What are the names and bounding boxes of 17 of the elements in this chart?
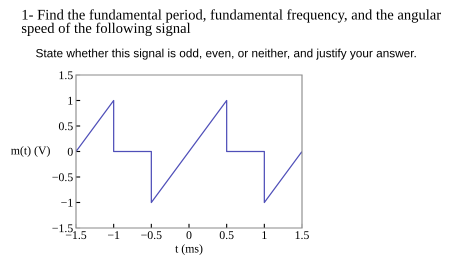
y-tick-label: −1 [61, 198, 73, 207]
x-tick-label: −0.5 [141, 231, 162, 240]
x-tick-label: −1 [108, 231, 120, 239]
x-axis-title: t (ms) [175, 244, 202, 255]
x-tick-label: 0.5 [220, 231, 234, 240]
y-tick-label: 0.5 [58, 122, 73, 130]
y-tick-label: 1 [68, 96, 73, 105]
y-tick-label: −1.5 [52, 224, 73, 232]
chart-subtitle: State whether this signal is odd, even, or neither, and justify your answer. [36, 48, 416, 60]
y-tick-label: 1.5 [60, 71, 73, 80]
x-tick-label: 0 [186, 231, 192, 240]
chart-title: 1- Find the fundamental period, fundamental frequency, and the angular speed of the following signal [22, 9, 441, 36]
y-axis-title: m(t) (V) [11, 146, 50, 157]
y-tick-label: 0 [68, 148, 73, 156]
y-tick-label: −0.5 [52, 173, 73, 182]
x-tick-label: 1.5 [296, 231, 309, 240]
x-tick-label: 1 [262, 231, 267, 239]
